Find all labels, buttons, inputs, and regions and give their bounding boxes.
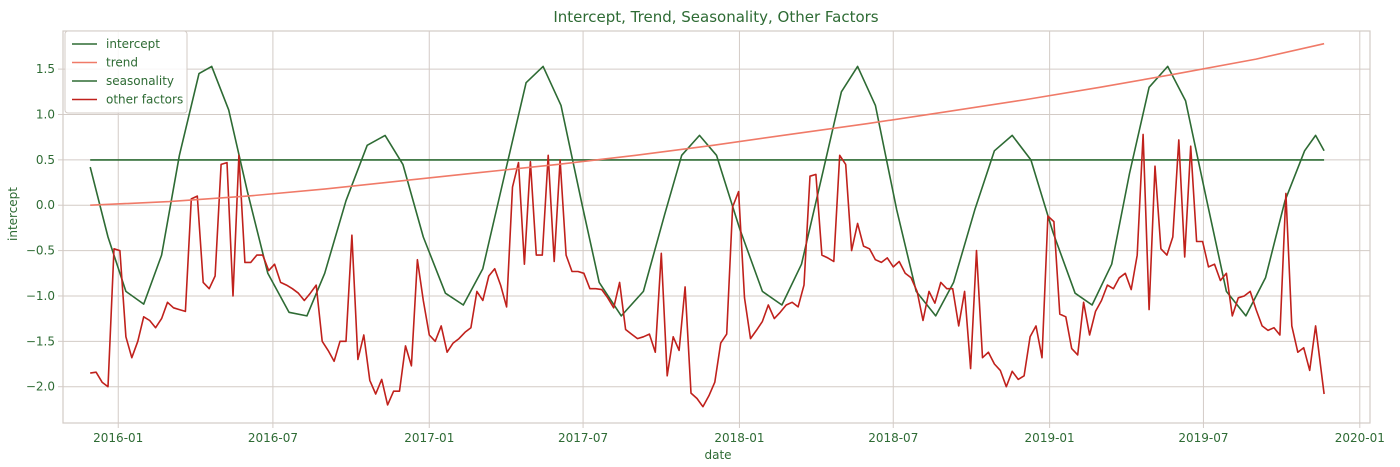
tick-labels: 2016-01 2016-07 2017-01 2017-07 2018-01 2018-…: [26, 62, 1385, 445]
y-tick-label: 1.0: [36, 107, 55, 121]
series-layer: [89, 42, 1325, 408]
x-tick-label: 2018-01: [714, 431, 764, 445]
legend-label: trend: [106, 56, 138, 70]
y-tick-label: 0.0: [36, 198, 55, 212]
x-tick-label: 2020-01: [1335, 431, 1385, 445]
x-tick-label: 2019-01: [1025, 431, 1075, 445]
x-tick-label: 2017-01: [404, 431, 454, 445]
y-tick-label: 1.5: [36, 62, 55, 76]
x-tick-label: 2016-07: [248, 431, 298, 445]
series-line-seasonality: [89, 65, 1325, 317]
y-tick-label: 0.5: [36, 153, 55, 167]
x-tick-label: 2017-07: [558, 431, 608, 445]
y-tick-label: −1.5: [26, 334, 55, 348]
y-tick-label: −1.0: [26, 289, 55, 303]
plot-frame: [62, 30, 1371, 424]
x-tick-label: 2019-07: [1178, 431, 1228, 445]
legend-label: intercept: [106, 37, 160, 51]
legend-label: other factors: [106, 93, 183, 107]
legend-label: seasonality: [106, 74, 174, 88]
x-tick-label: 2018-07: [868, 431, 918, 445]
y-axis-label: intercept: [6, 187, 20, 241]
y-tick-label: −0.5: [26, 244, 55, 258]
series-line-trend: [90, 42, 1325, 206]
legend-box: [64, 30, 188, 114]
x-tick-label: 2016-01: [93, 431, 143, 445]
chart-title: Intercept, Trend, Seasonality, Other Fac…: [553, 8, 878, 26]
x-axis-label: date: [704, 448, 731, 462]
series-line-other-factors: [90, 133, 1325, 408]
legend: intercept trend seasonality other factors: [64, 30, 188, 114]
y-tick-label: −2.0: [26, 380, 55, 394]
